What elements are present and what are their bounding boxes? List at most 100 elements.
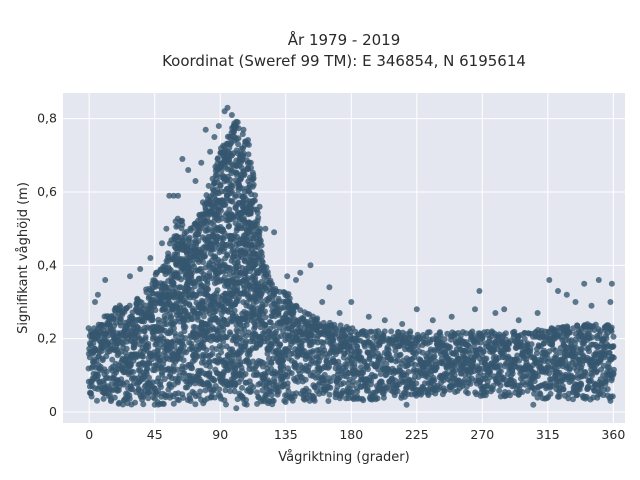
data-point (257, 225, 264, 232)
data-point (202, 387, 209, 394)
data-point (111, 394, 118, 401)
data-point (483, 355, 490, 362)
data-point (252, 192, 259, 199)
outlier-point (137, 266, 144, 272)
data-point (243, 401, 250, 408)
outlier-point (271, 229, 278, 236)
data-point (327, 384, 334, 391)
data-point (239, 384, 245, 391)
outlier-point (247, 159, 254, 166)
y-tick-label: 0,6 (37, 184, 57, 199)
data-point (507, 392, 513, 399)
data-point (200, 313, 207, 320)
data-point (218, 207, 224, 214)
outlier-point (202, 126, 209, 133)
outlier-point (413, 306, 420, 313)
data-point (140, 401, 147, 408)
data-point (263, 361, 270, 368)
data-point (220, 326, 227, 333)
data-point (489, 386, 496, 393)
data-point (139, 353, 146, 360)
data-point (195, 238, 202, 244)
data-point (202, 253, 209, 260)
data-point (88, 393, 95, 400)
x-tick-label: 360 (601, 427, 625, 442)
data-point (179, 217, 185, 224)
data-point (210, 246, 217, 253)
data-point (224, 251, 231, 258)
data-point (189, 365, 196, 372)
data-point (180, 343, 187, 349)
data-point (218, 349, 225, 356)
data-point (610, 333, 617, 340)
data-point (158, 384, 164, 390)
data-point (216, 386, 223, 393)
data-point (170, 279, 177, 286)
outlier-point (147, 255, 154, 261)
data-point (314, 315, 321, 322)
x-axis-ticks: 0 45 90 135 180 225 270 315 360 (85, 427, 625, 442)
data-point (608, 377, 615, 384)
data-point (397, 351, 404, 358)
outlier-point (429, 317, 436, 324)
outlier-point (284, 273, 291, 280)
data-point (610, 366, 617, 373)
data-point (186, 395, 193, 402)
outlier-point (127, 273, 133, 280)
data-point (258, 257, 265, 264)
data-point (132, 399, 138, 406)
data-point (582, 369, 589, 375)
data-point (90, 340, 97, 347)
data-point (249, 169, 256, 176)
data-point (610, 343, 617, 350)
y-tick-label: 0,4 (37, 257, 57, 272)
data-point (385, 346, 392, 353)
data-point (262, 321, 269, 328)
outlier-point (102, 277, 109, 283)
data-point (213, 308, 219, 314)
data-point (231, 307, 238, 314)
data-point (95, 372, 101, 379)
outlier-point (501, 306, 508, 313)
data-point (239, 131, 246, 138)
outlier-point (234, 119, 241, 126)
data-point (381, 328, 388, 335)
data-point (214, 155, 221, 162)
data-point (226, 222, 233, 229)
outlier-point (153, 269, 160, 276)
data-point (360, 397, 367, 404)
data-point (142, 334, 149, 341)
data-point (560, 386, 567, 393)
data-point (146, 390, 152, 396)
outlier-point (307, 262, 314, 269)
data-point (364, 333, 371, 340)
data-point (325, 398, 332, 404)
data-point (245, 141, 252, 148)
data-point (241, 171, 248, 177)
data-point (171, 343, 178, 350)
data-point (227, 388, 234, 395)
data-point (230, 351, 236, 358)
chart-subtitle: Koordinat (Sweref 99 TM): E 346854, N 61… (162, 52, 526, 70)
data-point (222, 387, 229, 394)
data-point (211, 394, 218, 401)
data-point (209, 350, 216, 357)
x-tick-label: 0 (85, 427, 93, 442)
data-point (200, 259, 207, 266)
data-point (152, 307, 159, 314)
data-point (117, 319, 124, 326)
data-point (437, 329, 443, 336)
data-point (146, 374, 152, 381)
outlier-point (185, 167, 192, 173)
data-point (311, 397, 318, 404)
data-point (467, 380, 474, 387)
data-point (115, 387, 122, 394)
data-point (227, 176, 233, 183)
x-tick-label: 225 (405, 427, 429, 442)
y-tick-label: 0,8 (37, 111, 57, 126)
data-point (126, 395, 133, 402)
data-point (604, 386, 611, 393)
data-point (277, 341, 284, 348)
data-point (157, 378, 164, 385)
data-point (253, 298, 260, 305)
